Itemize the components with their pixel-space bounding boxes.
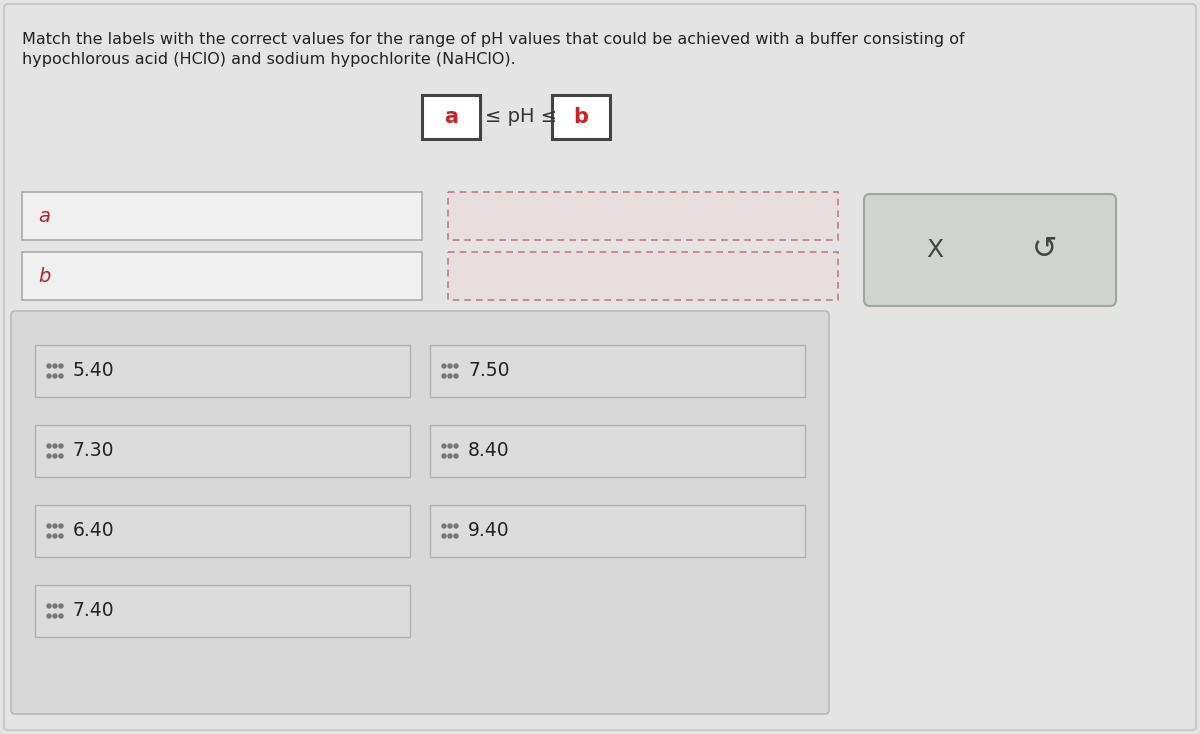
Circle shape	[442, 364, 446, 368]
Circle shape	[442, 534, 446, 538]
Text: X: X	[926, 238, 943, 262]
FancyBboxPatch shape	[35, 505, 410, 557]
Circle shape	[454, 364, 458, 368]
Text: 8.40: 8.40	[468, 441, 510, 460]
Circle shape	[47, 374, 50, 378]
Text: 9.40: 9.40	[468, 521, 510, 540]
Circle shape	[47, 604, 50, 608]
Circle shape	[53, 534, 58, 538]
FancyBboxPatch shape	[4, 4, 1196, 730]
Circle shape	[53, 444, 58, 448]
FancyBboxPatch shape	[35, 345, 410, 397]
Circle shape	[442, 524, 446, 528]
Circle shape	[59, 374, 64, 378]
Circle shape	[47, 444, 50, 448]
Text: hypochlorous acid (HClO) and sodium hypochlorite (NaHClO).: hypochlorous acid (HClO) and sodium hypo…	[22, 52, 516, 67]
FancyBboxPatch shape	[35, 425, 410, 477]
Text: a: a	[38, 206, 50, 225]
Circle shape	[59, 454, 64, 458]
FancyBboxPatch shape	[430, 345, 805, 397]
FancyBboxPatch shape	[552, 95, 610, 139]
Circle shape	[59, 614, 64, 618]
Text: 6.40: 6.40	[73, 521, 115, 540]
Circle shape	[59, 604, 64, 608]
Text: 7.50: 7.50	[468, 362, 510, 380]
Circle shape	[448, 444, 452, 448]
Circle shape	[53, 364, 58, 368]
Circle shape	[454, 454, 458, 458]
Circle shape	[454, 534, 458, 538]
Circle shape	[448, 534, 452, 538]
Text: b: b	[38, 266, 50, 286]
Circle shape	[53, 604, 58, 608]
Circle shape	[47, 534, 50, 538]
Circle shape	[448, 374, 452, 378]
FancyBboxPatch shape	[35, 585, 410, 637]
FancyBboxPatch shape	[864, 194, 1116, 306]
FancyBboxPatch shape	[22, 252, 422, 300]
Text: 7.40: 7.40	[73, 601, 115, 620]
Circle shape	[59, 364, 64, 368]
Circle shape	[53, 524, 58, 528]
Circle shape	[47, 454, 50, 458]
Circle shape	[53, 454, 58, 458]
FancyBboxPatch shape	[422, 95, 480, 139]
Circle shape	[47, 614, 50, 618]
Circle shape	[442, 454, 446, 458]
Circle shape	[454, 524, 458, 528]
FancyBboxPatch shape	[22, 192, 422, 240]
Circle shape	[448, 454, 452, 458]
Text: a: a	[444, 107, 458, 127]
Text: ↺: ↺	[1032, 236, 1057, 264]
Circle shape	[448, 524, 452, 528]
Text: 5.40: 5.40	[73, 362, 115, 380]
Text: Match the labels with the correct values for the range of pH values that could b: Match the labels with the correct values…	[22, 32, 965, 47]
FancyBboxPatch shape	[448, 192, 838, 240]
Circle shape	[59, 524, 64, 528]
Circle shape	[454, 374, 458, 378]
Circle shape	[47, 524, 50, 528]
Text: 7.30: 7.30	[73, 441, 114, 460]
Circle shape	[47, 364, 50, 368]
FancyBboxPatch shape	[11, 311, 829, 714]
FancyBboxPatch shape	[430, 505, 805, 557]
Circle shape	[454, 444, 458, 448]
Text: b: b	[574, 107, 588, 127]
Circle shape	[53, 614, 58, 618]
FancyBboxPatch shape	[448, 252, 838, 300]
Circle shape	[442, 374, 446, 378]
Text: ≤ pH ≤: ≤ pH ≤	[485, 107, 557, 126]
FancyBboxPatch shape	[430, 425, 805, 477]
Circle shape	[59, 444, 64, 448]
Circle shape	[59, 534, 64, 538]
Circle shape	[53, 374, 58, 378]
Circle shape	[448, 364, 452, 368]
Circle shape	[442, 444, 446, 448]
